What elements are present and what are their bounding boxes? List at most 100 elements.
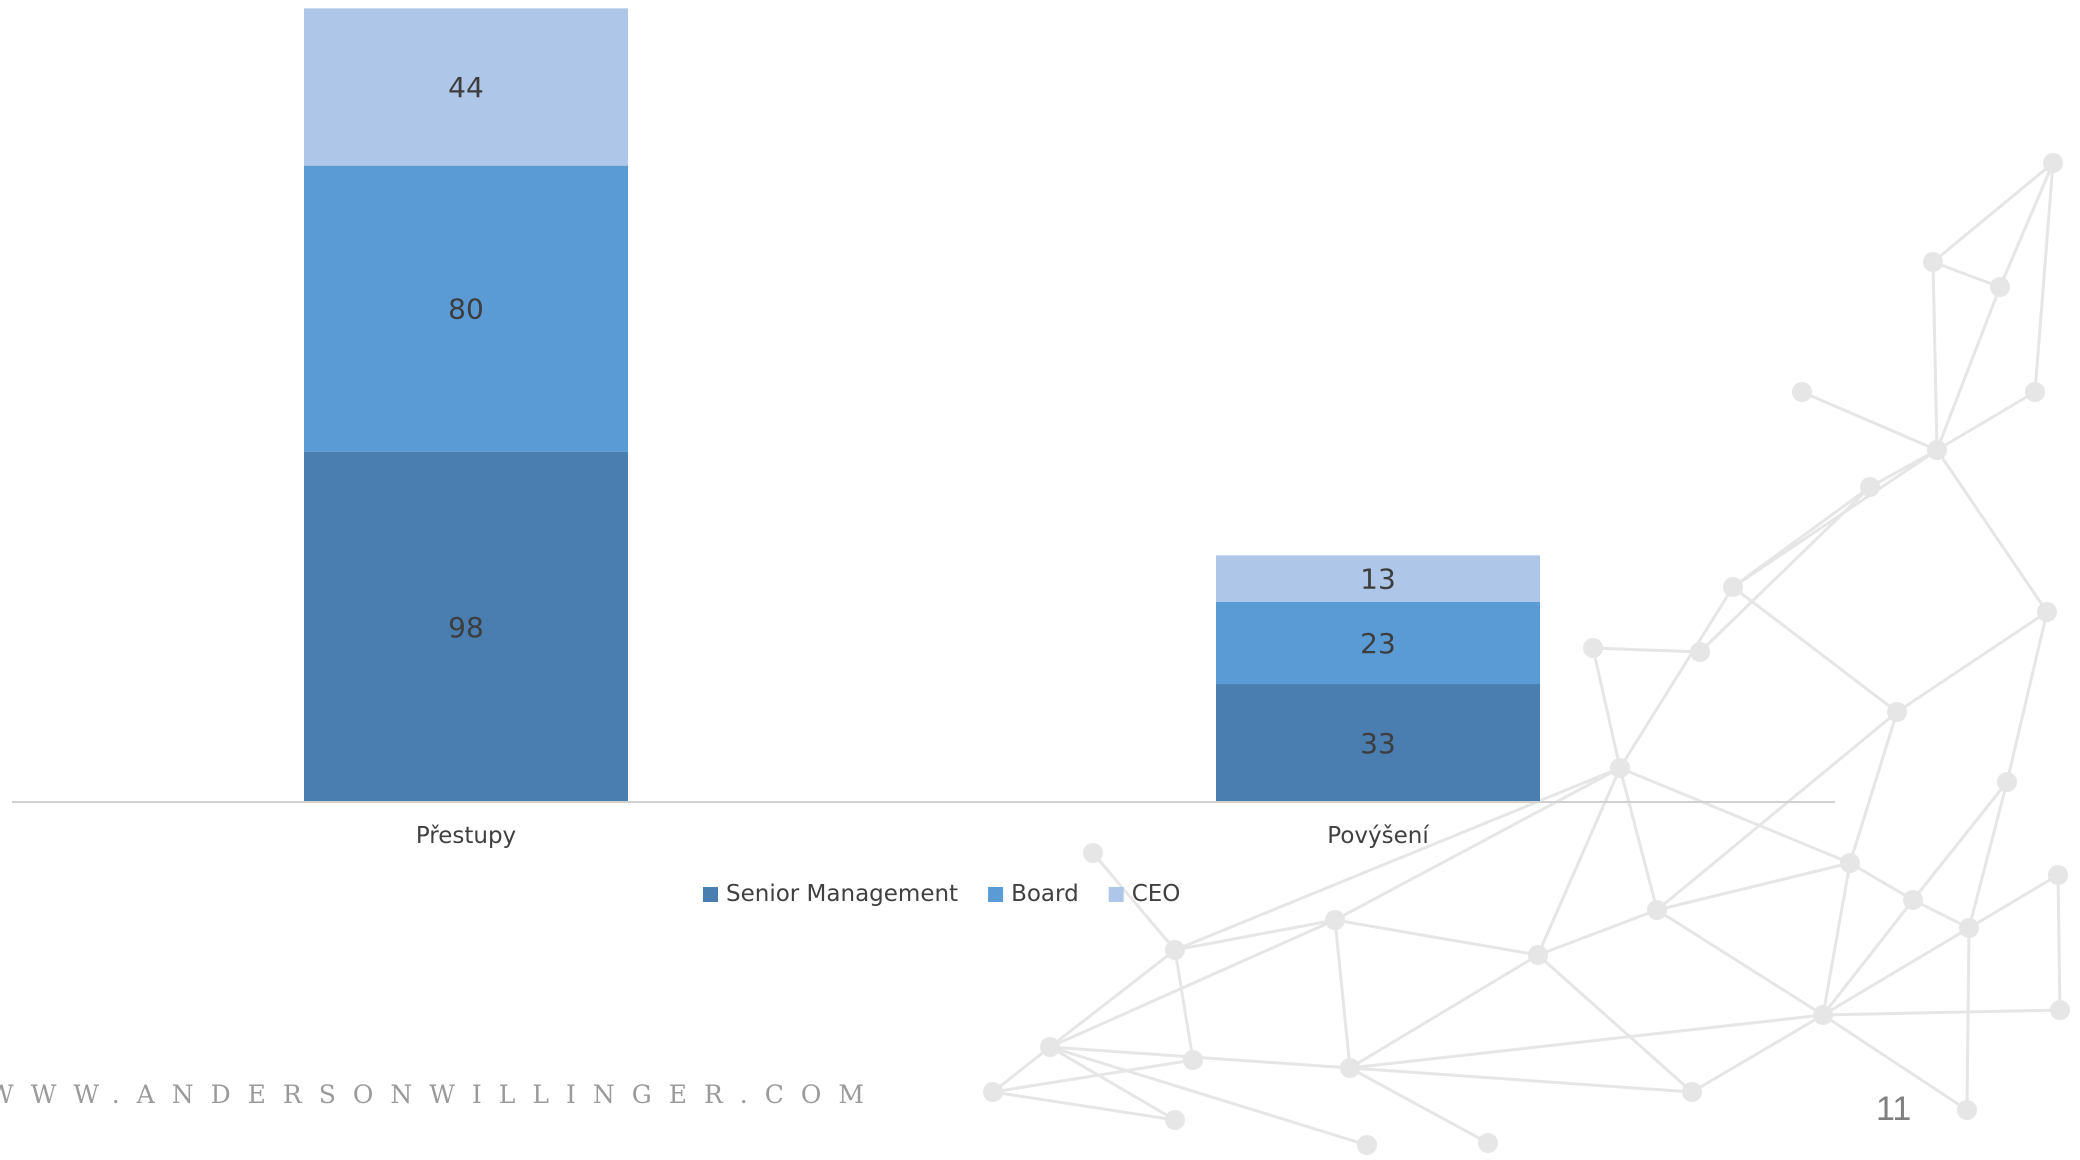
legend-swatch (1108, 887, 1124, 902)
bar-segment-0-1 (304, 165, 628, 452)
network-edge (1333, 919, 1352, 1069)
network-edge (1821, 862, 1852, 1016)
bar-segment-0-2 (304, 8, 628, 166)
network-edge (1656, 908, 1824, 1017)
network-edge (1849, 861, 1914, 902)
network-edge (2056, 874, 2062, 1011)
network-edge (1049, 1045, 1176, 1122)
network-edge (1822, 926, 1970, 1017)
legend-label: Board (1011, 881, 1079, 907)
network-edge (1968, 873, 2059, 930)
network-node (1959, 918, 1979, 938)
network-node (1478, 1133, 1498, 1153)
network-edge (992, 1045, 1051, 1094)
network-node (2025, 382, 2045, 402)
network-edge (1821, 899, 1915, 1016)
network-edge (1618, 586, 1735, 769)
legend-swatch (988, 887, 1004, 902)
legend-label: CEO (1132, 881, 1181, 907)
network-node (2048, 865, 2068, 885)
legend-swatch (703, 887, 718, 902)
network-edge (1732, 485, 1871, 589)
network-edge (1931, 261, 1939, 451)
network-node (983, 1082, 1003, 1102)
network-node (1927, 440, 1947, 460)
network-edge (2033, 162, 2055, 393)
network-edge (1334, 918, 1539, 957)
network-node (1690, 642, 1710, 662)
network-node (1165, 1110, 1185, 1130)
network-edge (1656, 710, 1898, 912)
network-edge (1965, 927, 1971, 1111)
network-edge (1998, 162, 2055, 288)
network-node (1583, 638, 1603, 658)
network-node (1792, 382, 1812, 402)
network-edge (2005, 611, 2049, 783)
data-label: 80 (448, 293, 484, 326)
category-label: Povýšení (1327, 823, 1429, 849)
network-edge (1911, 781, 2009, 901)
network-node (1610, 758, 1630, 778)
network-edge (1848, 711, 1899, 864)
network-edge (1049, 948, 1176, 1049)
network-node (1723, 577, 1743, 597)
network-node (1923, 252, 1943, 272)
network-node (1528, 945, 1548, 965)
network-edge (1091, 852, 1177, 951)
network-edge (1592, 646, 1701, 654)
network-edge (1822, 1013, 1968, 1112)
network-node (1903, 890, 1923, 910)
network-node (1083, 843, 1103, 863)
data-label: 13 (1360, 563, 1396, 596)
network-node (1860, 477, 1880, 497)
network-edge (1691, 1013, 1824, 1094)
network-node (1040, 1037, 1060, 1057)
network-edge (1174, 766, 1621, 952)
network-edge (1591, 647, 1622, 769)
network-node (1990, 277, 2010, 297)
data-label: 98 (448, 611, 484, 644)
network-edge (1822, 1008, 2061, 1017)
network-node (1997, 772, 2017, 792)
network-node (1183, 1050, 1203, 1070)
network-node (1887, 702, 1907, 722)
network-node (1340, 1058, 1360, 1078)
network-node (1840, 853, 1860, 873)
bar-segment-1-2 (1216, 555, 1540, 602)
network-edge (1656, 861, 1851, 912)
data-label: 23 (1360, 627, 1396, 660)
data-label: 44 (448, 71, 484, 104)
network-edge (1896, 610, 2048, 714)
network-node (1165, 940, 1185, 960)
network-node (1647, 900, 1667, 920)
network-edge (992, 1090, 1176, 1122)
network-edge (1935, 449, 2049, 613)
network-node (1357, 1135, 1377, 1155)
network-edge (1049, 918, 1336, 1049)
network-node (1957, 1100, 1977, 1120)
network-edge (1619, 766, 1851, 865)
network-edge (1732, 585, 1898, 714)
network-edge (1537, 953, 1693, 1094)
network-edge (1936, 390, 2036, 452)
network-node (1325, 910, 1345, 930)
data-label: 33 (1360, 727, 1396, 760)
network-edge (1349, 1066, 1489, 1145)
network-edge (1536, 767, 1622, 956)
network-node (1682, 1082, 1702, 1102)
network-edge (1349, 1013, 1824, 1070)
network-edge (1932, 260, 2001, 289)
network-edge (1967, 781, 2009, 929)
network-edge (1174, 918, 1336, 952)
category-label: Přestupy (416, 823, 516, 849)
network-node (2043, 153, 2063, 173)
bar-segment-1-1 (1216, 601, 1540, 685)
network-edge (1334, 766, 1621, 922)
network-edge (1935, 286, 2002, 451)
network-edge (1349, 953, 1539, 1070)
page-number: 11 (1876, 1090, 1912, 1128)
network-edge (1932, 161, 2054, 264)
network-edge (1173, 949, 1195, 1061)
legend: Senior Management Board CEO (703, 881, 1180, 907)
